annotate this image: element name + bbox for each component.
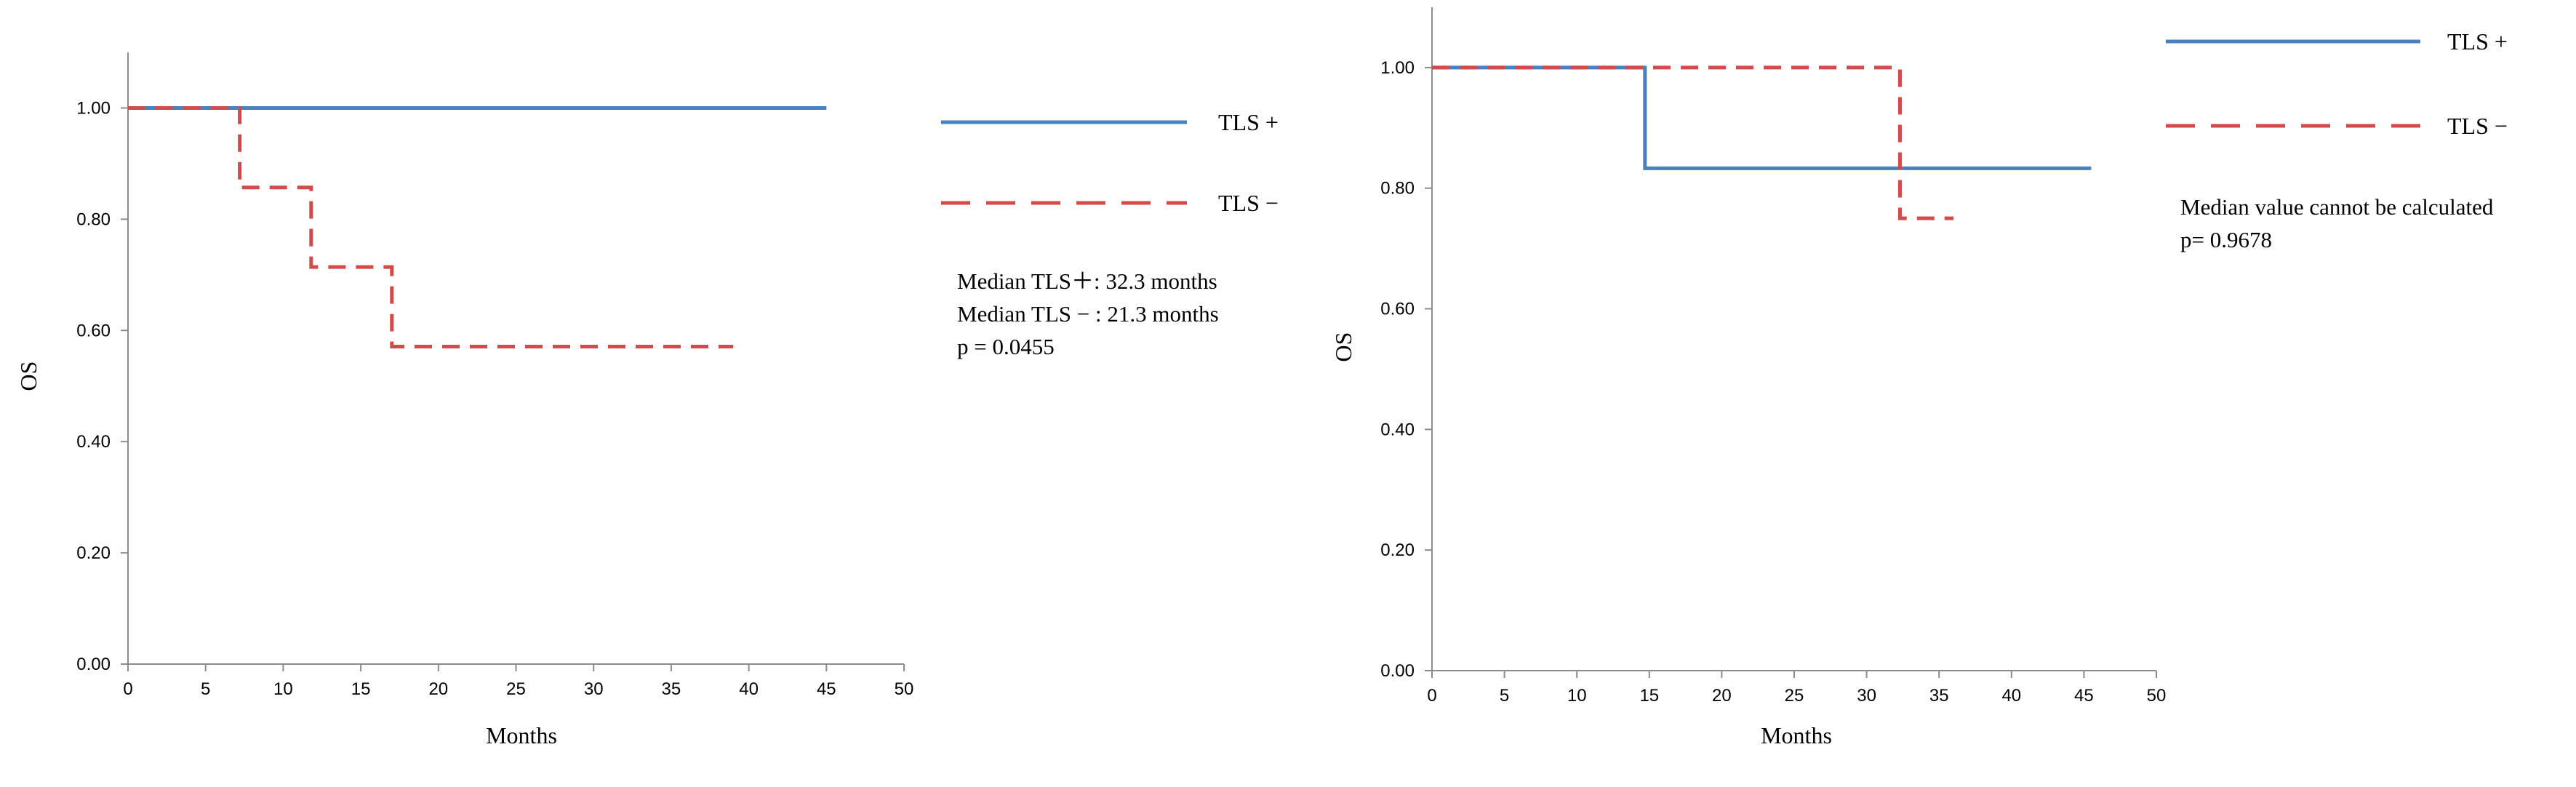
x-tick-label: 50 <box>895 679 914 699</box>
y-tick-label: 0.20 <box>76 543 111 563</box>
legend-label: TLS + <box>1218 109 1279 135</box>
y-tick-label: 0.80 <box>76 209 111 229</box>
series-line-tls-minus <box>128 105 734 348</box>
x-tick-label: 30 <box>1857 686 1876 706</box>
y-tick-label: 0.60 <box>76 321 111 340</box>
x-tick-label: 25 <box>1785 686 1804 706</box>
y-axis-title: OS <box>15 361 41 391</box>
y-tick-label: 0.40 <box>76 432 111 452</box>
x-tick-label: 0 <box>1427 686 1436 706</box>
x-tick-label: 15 <box>1639 686 1659 706</box>
x-tick-label: 40 <box>2001 686 2021 706</box>
legend-label: TLS − <box>2447 113 2508 139</box>
x-tick-label: 10 <box>1567 686 1587 706</box>
y-tick-label: 0.00 <box>1380 661 1415 681</box>
legend-label: TLS − <box>1218 190 1279 216</box>
x-tick-label: 20 <box>428 679 448 699</box>
chart-1: 0 5 10 15 20 25 30 35 40 45 50 0.00 0.20 0.40 0.60 0.80… <box>15 52 1279 748</box>
x-tick-label: 10 <box>273 679 293 699</box>
x-tick-label: 45 <box>817 679 836 699</box>
y-tick-label: 0.00 <box>76 655 111 674</box>
x-tick-label: 15 <box>351 679 371 699</box>
y-tick-label: 1.00 <box>76 98 111 118</box>
y-tick-label: 0.40 <box>1380 420 1415 439</box>
chart-2: 0 5 10 15 20 25 30 35 40 45 50 0.00 0.20 0.40 0.60 0.80… <box>1330 7 2508 748</box>
annotation-text: p= 0.9678 <box>2180 227 2272 252</box>
y-tick-label: 0.80 <box>1380 179 1415 199</box>
annotation-text: Median TLS − : 21.3 months <box>957 301 1219 327</box>
x-tick-label: 20 <box>1712 686 1732 706</box>
x-tick-label: 40 <box>739 679 759 699</box>
annotation-text: Median TLS＋: 32.3 months <box>957 268 1217 294</box>
x-tick-label: 5 <box>201 679 210 699</box>
series-line-tls-minus <box>1432 65 1954 220</box>
y-tick-label: 0.20 <box>1380 540 1415 560</box>
series-line-tls-plus <box>1432 65 2092 170</box>
x-tick-label: 35 <box>662 679 681 699</box>
x-axis-title: Months <box>486 722 557 748</box>
annotation-text: Median value cannot be calculated <box>2180 194 2494 220</box>
x-tick-label: 5 <box>1500 686 1509 706</box>
legend-label: TLS + <box>2447 28 2508 55</box>
x-tick-label: 25 <box>506 679 526 699</box>
x-tick-label: 35 <box>1929 686 1949 706</box>
x-tick-label: 50 <box>2147 686 2167 706</box>
y-tick-label: 1.00 <box>1380 58 1415 78</box>
x-tick-label: 0 <box>123 679 132 699</box>
y-tick-label: 0.60 <box>1380 300 1415 319</box>
annotation-text: p = 0.0455 <box>957 334 1055 359</box>
x-tick-label: 30 <box>584 679 604 699</box>
x-tick-label: 45 <box>2074 686 2094 706</box>
x-axis-title: Months <box>1761 722 1832 748</box>
y-axis-title: OS <box>1330 332 1356 362</box>
